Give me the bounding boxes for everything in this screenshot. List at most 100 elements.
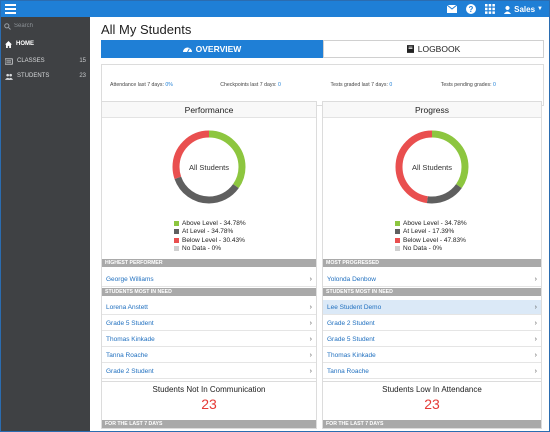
student-name: George Williams: [106, 275, 154, 283]
performance-title: Performance: [102, 102, 316, 118]
progress-title: Progress: [323, 102, 541, 118]
legend-swatch: [174, 246, 179, 252]
student-link[interactable]: Tanna Roache ›: [102, 348, 316, 363]
caret-down-icon: ▼: [537, 6, 543, 12]
tab-label: OVERVIEW: [195, 44, 242, 54]
progress-donut-svg: [395, 130, 469, 204]
svg-text:?: ?: [469, 5, 474, 14]
highest-performer-link[interactable]: George Williams ›: [102, 272, 316, 287]
student-link[interactable]: Grade 5 Student ›: [323, 332, 541, 347]
card-footer: FOR THE LAST 7 DAYS: [323, 420, 541, 428]
legend-item: No Data - 0%: [174, 245, 246, 254]
legend-item: Below Level - 47.83%: [395, 236, 467, 245]
legend-swatch: [174, 220, 179, 226]
dashboard-icon: [182, 47, 192, 53]
student-link[interactable]: Grade 5 Student ›: [102, 316, 316, 331]
donut-center-label: All Students: [411, 162, 453, 172]
student-name: Grade 5 Student: [106, 319, 154, 327]
stat-value[interactable]: 0: [492, 82, 496, 88]
highest-performer-header: HIGHEST PERFORMER: [102, 259, 316, 267]
progress-donut-chart: All Students: [394, 129, 470, 205]
main-content: All My Students OVERVIEW LOGBOOK Attenda…: [90, 17, 549, 431]
sidebar-item-home[interactable]: HOME: [1, 37, 90, 51]
page-title: All My Students: [101, 22, 192, 37]
user-menu-label: Sales: [514, 4, 536, 14]
donut-segment-1: [395, 130, 469, 204]
stat-attendance: Attendance last 7 days: 0%: [102, 82, 212, 88]
performance-donut-svg: [172, 130, 246, 204]
card-count: 23: [424, 396, 440, 412]
legend-item: At Level - 17.39%: [395, 228, 467, 237]
sidebar-search: [4, 20, 87, 32]
stats-summary: Attendance last 7 days: 0% Checkpoints l…: [101, 64, 544, 106]
legend-item: Above Level - 34.78%: [174, 219, 246, 228]
help-icon[interactable]: ?: [465, 3, 477, 15]
low-attendance-card[interactable]: Students Low In Attendance 23 FOR THE LA…: [322, 381, 542, 429]
sidebar-item-classes[interactable]: CLASSES 15: [1, 54, 90, 68]
chevron-right-icon: ›: [309, 335, 312, 343]
student-name: Lorena Anstett: [106, 303, 148, 311]
donut-segment-1: [172, 130, 246, 204]
user-menu[interactable]: Sales ▼: [503, 5, 543, 14]
apps-grid-icon[interactable]: [484, 3, 496, 15]
students-most-in-need-header: STUDENTS MOST IN NEED: [323, 288, 541, 296]
performance-legend: Above Level - 34.78% At Level - 34.78% B…: [174, 219, 246, 253]
chevron-right-icon: ›: [309, 351, 312, 359]
student-name: Thomas Kinkade: [106, 335, 155, 343]
classes-icon: [5, 57, 13, 65]
stat-value[interactable]: 0: [277, 82, 281, 88]
legend-swatch: [174, 237, 179, 243]
student-name: Thomas Kinkade: [327, 351, 376, 359]
student-name: Tanna Roache: [106, 351, 148, 359]
top-bar-icons: ? Sales ▼: [446, 3, 543, 15]
student-link[interactable]: Thomas Kinkade ›: [323, 348, 541, 363]
chevron-right-icon: ›: [309, 319, 312, 327]
chevron-right-icon: ›: [309, 367, 312, 375]
stat-value[interactable]: 0%: [165, 82, 173, 88]
most-progressed-link[interactable]: Yolonda Denbow ›: [323, 272, 541, 287]
student-name: Grade 2 Student: [106, 367, 154, 375]
student-link[interactable]: Thomas Kinkade ›: [102, 332, 316, 347]
chevron-right-icon: ›: [534, 303, 537, 311]
chevron-right-icon: ›: [309, 275, 312, 283]
not-in-communication-card[interactable]: Students Not In Communication 23 FOR THE…: [101, 381, 317, 429]
top-bar: ? Sales ▼: [1, 1, 549, 17]
user-icon: [504, 5, 512, 14]
mail-icon[interactable]: [446, 3, 458, 15]
stat-label: Tests pending grades:: [440, 82, 492, 88]
student-name: Lee Student Demo: [327, 303, 382, 311]
student-link[interactable]: Lorena Anstett ›: [102, 300, 316, 315]
search-input[interactable]: [14, 23, 84, 29]
stat-label: Checkpoints last 7 days:: [220, 82, 277, 88]
legend-item: No Data - 0%: [395, 245, 467, 254]
book-icon: [406, 45, 414, 53]
sidebar: HOME CLASSES 15 STUDENTS 23: [1, 17, 90, 431]
performance-donut-chart: All Students: [171, 129, 247, 205]
stat-label: Attendance last 7 days:: [110, 82, 164, 88]
student-link[interactable]: Grade 2 Student ›: [323, 316, 541, 331]
legend-item: At Level - 34.78%: [174, 228, 246, 237]
student-link[interactable]: Tanna Roache ›: [323, 364, 541, 379]
student-name: Grade 2 Student: [327, 319, 375, 327]
hamburger-menu-icon[interactable]: [5, 4, 16, 14]
sidebar-item-students[interactable]: STUDENTS 23: [1, 69, 90, 83]
tab-logbook[interactable]: LOGBOOK: [323, 40, 544, 58]
stat-value[interactable]: 0: [389, 82, 393, 88]
home-icon: [5, 40, 12, 48]
search-icon: [4, 22, 11, 30]
card-footer: FOR THE LAST 7 DAYS: [102, 420, 316, 428]
chevron-right-icon: ›: [534, 319, 537, 327]
legend-label: Below Level - 30.43%: [182, 236, 245, 244]
student-name: Grade 5 Student: [327, 335, 375, 343]
tab-bar: OVERVIEW LOGBOOK: [101, 40, 544, 58]
legend-label: At Level - 17.39%: [403, 228, 455, 236]
student-link[interactable]: Lee Student Demo ›: [323, 300, 541, 315]
legend-label: Above Level - 34.78%: [403, 219, 467, 227]
card-title: Students Low In Attendance: [382, 385, 482, 394]
sidebar-item-label: CLASSES: [17, 58, 45, 64]
legend-item: Above Level - 34.78%: [395, 219, 467, 228]
tab-overview[interactable]: OVERVIEW: [101, 40, 323, 58]
student-link[interactable]: Grade 2 Student ›: [102, 364, 316, 379]
tab-label: LOGBOOK: [417, 44, 461, 54]
